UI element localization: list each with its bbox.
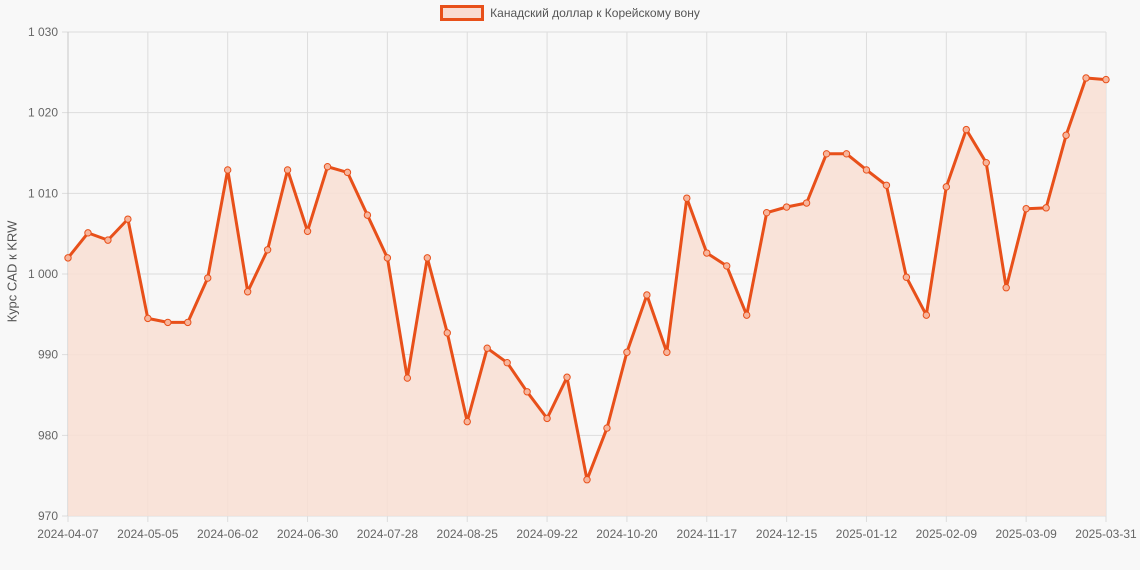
data-point	[762, 208, 771, 217]
data-point	[184, 318, 192, 327]
data-point	[563, 373, 571, 381]
x-tick-label: 2024-05-05	[117, 527, 179, 541]
data-point	[982, 158, 990, 167]
legend[interactable]: Канадский доллар к Корейскому вону	[0, 5, 1140, 21]
legend-swatch-icon[interactable]	[440, 5, 485, 21]
data-point	[84, 229, 92, 237]
x-tick-label: 2024-04-07	[37, 527, 99, 541]
data-point	[463, 417, 471, 426]
x-tick-label: 2024-08-25	[437, 527, 499, 541]
data-point	[1062, 131, 1070, 139]
data-point	[802, 199, 811, 207]
data-point	[782, 203, 791, 211]
data-point	[922, 311, 931, 319]
data-point	[742, 311, 751, 319]
y-tick-label: 970	[38, 509, 58, 523]
data-point	[822, 150, 831, 158]
x-tick-label: 2024-06-02	[197, 527, 259, 541]
data-point	[862, 166, 871, 174]
y-tick-label: 1 010	[28, 186, 58, 200]
data-point	[64, 254, 72, 262]
legend-label[interactable]: Канадский доллар к Корейскому вону	[490, 6, 700, 20]
data-point	[663, 348, 671, 356]
data-point	[623, 348, 631, 356]
data-point	[723, 262, 731, 270]
data-point	[1042, 204, 1050, 212]
y-tick-label: 1 020	[28, 106, 58, 120]
data-point	[902, 273, 911, 281]
data-point	[323, 163, 332, 171]
data-point	[942, 183, 951, 191]
x-tick-label: 2024-09-22	[516, 527, 578, 541]
data-point	[882, 181, 891, 189]
y-tick-label: 990	[38, 348, 58, 362]
data-point	[124, 215, 132, 223]
data-point	[104, 236, 112, 244]
data-point	[204, 274, 212, 282]
data-point	[164, 318, 172, 327]
x-tick-label: 2025-02-09	[916, 527, 978, 541]
x-tick-label: 2024-12-15	[756, 527, 818, 541]
x-tick-label: 2025-01-12	[836, 527, 898, 541]
y-tick-label: 1 030	[28, 25, 58, 39]
data-point	[383, 254, 392, 262]
x-tick-label: 2024-06-30	[277, 527, 339, 541]
data-point	[363, 211, 372, 219]
data-point	[962, 125, 970, 134]
data-point	[483, 344, 491, 352]
data-point	[443, 329, 451, 337]
data-point	[403, 374, 412, 382]
x-tick-label: 2024-07-28	[357, 527, 419, 541]
data-point	[543, 414, 551, 423]
data-point	[303, 227, 312, 235]
data-point	[343, 168, 352, 177]
data-point	[1102, 75, 1110, 84]
data-point	[144, 314, 152, 323]
data-point	[263, 246, 272, 254]
data-point	[503, 359, 511, 367]
data-point	[703, 249, 711, 257]
data-point	[842, 150, 851, 158]
data-point	[1002, 284, 1010, 292]
data-point	[283, 166, 292, 174]
data-point	[243, 288, 252, 296]
data-point	[523, 388, 531, 396]
x-tick-label: 2025-03-09	[995, 527, 1057, 541]
y-tick-label: 1 000	[28, 267, 58, 281]
data-point	[603, 424, 611, 432]
data-point	[583, 476, 591, 484]
y-tick-label: 980	[38, 428, 58, 442]
area-fill	[68, 78, 1106, 516]
x-tick-label: 2024-10-20	[596, 527, 658, 541]
data-point	[1082, 74, 1090, 82]
data-point	[223, 166, 232, 174]
data-point	[1022, 204, 1030, 213]
data-point	[423, 254, 432, 262]
x-tick-label: 2025-03-31	[1075, 527, 1137, 541]
data-point	[643, 291, 651, 299]
x-tick-label: 2024-11-17	[677, 527, 738, 541]
data-point	[683, 194, 691, 202]
